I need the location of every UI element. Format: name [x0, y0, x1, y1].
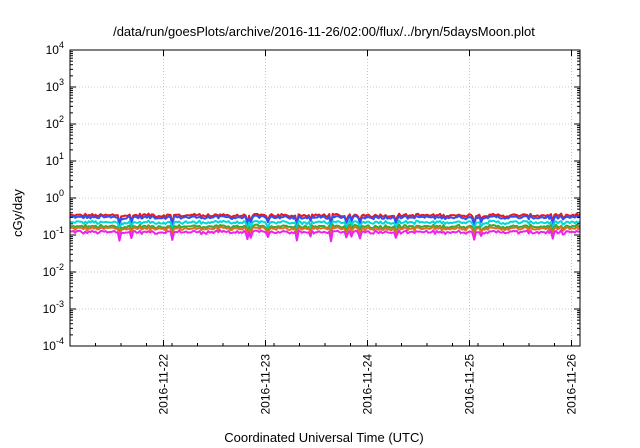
x-tick-label: 2016-11-24 — [361, 354, 375, 415]
y-tick-label: 102 — [46, 114, 64, 131]
y-tick-label: 100 — [46, 188, 64, 205]
y-axis-label: cGy/day — [10, 189, 25, 237]
series-line — [69, 223, 581, 238]
x-tick-label: 2016-11-26 — [565, 354, 579, 415]
y-tick-label: 10-3 — [43, 299, 64, 316]
x-axis-label: Coordinated Universal Time (UTC) — [224, 430, 423, 445]
x-axis: 2016-11-22 2016-11-23 2016-11-24 2016-11-25… — [69, 50, 579, 415]
y-axis: 10-4 10-3 10-2 10-1 100 101 102 103 104 — [43, 40, 580, 353]
y-tick-label: 10-1 — [43, 225, 64, 242]
y-tick-label: 101 — [46, 151, 64, 168]
y-tick-label: 104 — [46, 40, 64, 57]
grid — [70, 50, 580, 346]
series-line — [70, 214, 581, 229]
y-tick-label: 103 — [46, 77, 64, 94]
series-line — [69, 212, 581, 226]
chart-title: /data/run/goesPlots/archive/2016-11-26/0… — [113, 24, 535, 39]
x-tick-label: 2016-11-25 — [463, 354, 477, 415]
series-line — [69, 225, 581, 239]
x-tick-label: 2016-11-22 — [157, 354, 171, 415]
series-line — [69, 219, 581, 233]
y-tick-label: 10-4 — [43, 336, 64, 353]
series-line — [69, 229, 581, 243]
series-layer — [69, 212, 581, 243]
y-tick-label: 10-2 — [43, 262, 64, 279]
x-tick-label: 2016-11-23 — [259, 354, 273, 415]
